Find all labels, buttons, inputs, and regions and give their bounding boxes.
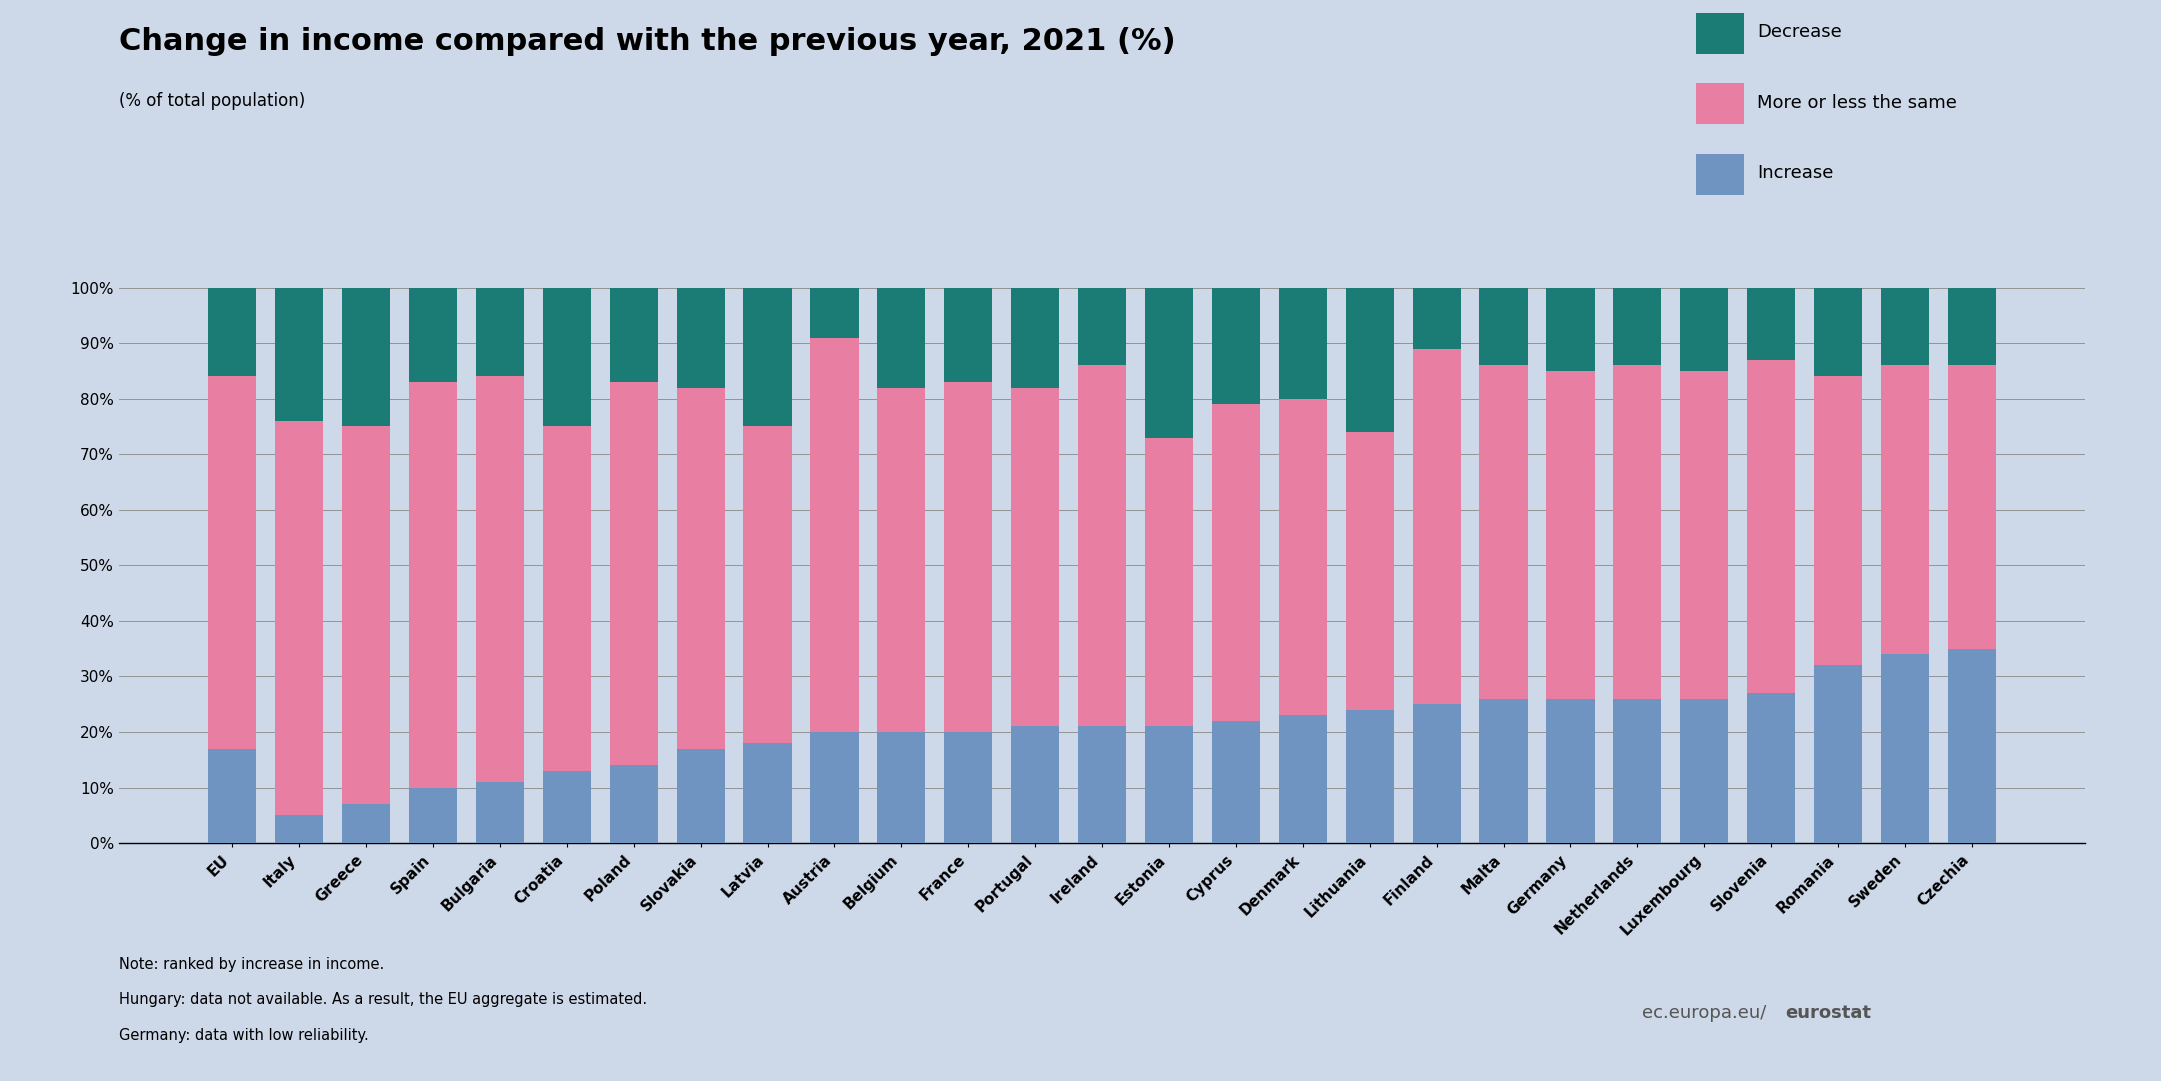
Bar — [341, 288, 391, 426]
Bar — [408, 288, 458, 382]
Text: ec.europa.eu/: ec.europa.eu/ — [1642, 1003, 1768, 1022]
Bar — [1614, 698, 1662, 843]
Bar — [1813, 376, 1863, 666]
Bar — [1947, 288, 1997, 365]
Bar — [1880, 654, 1930, 843]
Bar — [475, 782, 523, 843]
Bar — [877, 732, 925, 843]
Bar — [1279, 716, 1327, 843]
Text: More or less the same: More or less the same — [1757, 94, 1956, 111]
Bar — [1547, 371, 1595, 698]
Bar — [810, 288, 858, 337]
Bar — [1011, 726, 1059, 843]
Bar — [408, 788, 458, 843]
Bar — [1480, 365, 1528, 698]
Bar — [810, 732, 858, 843]
Bar — [1346, 288, 1394, 432]
Bar — [341, 426, 391, 804]
Bar — [877, 288, 925, 388]
Bar — [207, 749, 257, 843]
Bar — [1145, 288, 1193, 438]
Bar — [1212, 288, 1260, 404]
Text: Germany: data with low reliability.: Germany: data with low reliability. — [119, 1028, 370, 1043]
Bar — [1614, 365, 1662, 698]
Bar — [475, 288, 523, 376]
Bar — [1746, 288, 1796, 360]
Bar — [1413, 288, 1461, 349]
Bar — [341, 804, 391, 843]
Bar — [207, 376, 257, 749]
Bar — [1947, 649, 1997, 843]
Bar — [743, 288, 791, 426]
Bar — [609, 288, 657, 382]
Bar — [542, 771, 590, 843]
Bar — [408, 382, 458, 788]
Bar — [207, 288, 257, 376]
Bar — [1078, 288, 1126, 365]
Bar — [1078, 726, 1126, 843]
Bar — [1011, 388, 1059, 726]
Bar — [877, 388, 925, 732]
Bar — [274, 421, 324, 815]
Bar — [609, 382, 657, 765]
Bar — [1547, 698, 1595, 843]
Bar — [743, 426, 791, 743]
Bar — [1279, 399, 1327, 716]
Bar — [1880, 365, 1930, 654]
Bar — [944, 288, 992, 382]
Bar — [676, 388, 724, 749]
Bar — [1480, 698, 1528, 843]
Bar — [1880, 288, 1930, 365]
Bar — [542, 426, 590, 771]
Bar — [274, 815, 324, 843]
Bar — [1681, 698, 1729, 843]
Bar — [1279, 288, 1327, 399]
Text: Hungary: data not available. As a result, the EU aggregate is estimated.: Hungary: data not available. As a result… — [119, 992, 646, 1007]
Bar — [676, 749, 724, 843]
Bar — [810, 337, 858, 732]
Bar — [274, 288, 324, 421]
Bar — [1813, 288, 1863, 376]
Bar — [1346, 432, 1394, 710]
Bar — [1078, 365, 1126, 726]
Bar — [1145, 438, 1193, 726]
Bar — [1413, 704, 1461, 843]
Bar — [1681, 371, 1729, 698]
Bar — [1212, 404, 1260, 721]
Bar — [1547, 288, 1595, 371]
Bar — [743, 743, 791, 843]
Bar — [1413, 349, 1461, 704]
Bar — [1746, 693, 1796, 843]
Bar — [1681, 288, 1729, 371]
Bar — [1813, 666, 1863, 843]
Bar — [542, 288, 590, 426]
Bar — [1480, 288, 1528, 365]
Bar — [1011, 288, 1059, 388]
Bar — [1145, 726, 1193, 843]
Bar — [475, 376, 523, 782]
Bar — [1746, 360, 1796, 693]
Text: Increase: Increase — [1757, 164, 1833, 182]
Text: Decrease: Decrease — [1757, 24, 1841, 41]
Text: eurostat: eurostat — [1785, 1003, 1871, 1022]
Bar — [1614, 288, 1662, 365]
Bar — [944, 732, 992, 843]
Bar — [1947, 365, 1997, 649]
Bar — [676, 288, 724, 388]
Bar — [609, 765, 657, 843]
Text: Note: ranked by increase in income.: Note: ranked by increase in income. — [119, 957, 385, 972]
Text: Change in income compared with the previous year, 2021 (%): Change in income compared with the previ… — [119, 27, 1176, 56]
Bar — [1212, 721, 1260, 843]
Bar — [944, 382, 992, 732]
Text: (% of total population): (% of total population) — [119, 92, 305, 110]
Bar — [1346, 710, 1394, 843]
